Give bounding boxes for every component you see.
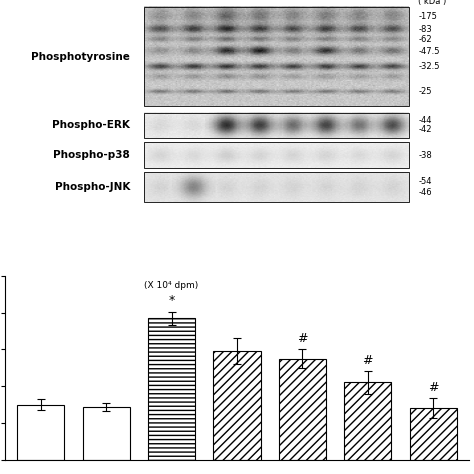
Text: -32.5: -32.5 [418, 62, 440, 71]
Text: ( kDa ): ( kDa ) [418, 0, 447, 6]
Text: #: # [363, 354, 373, 367]
Text: *: * [168, 294, 175, 307]
Bar [410, 408, 457, 460]
Bar [144, 172, 409, 201]
Bar [148, 318, 195, 460]
Text: -38: -38 [418, 151, 432, 160]
Text: -83: -83 [418, 25, 432, 34]
Text: #: # [297, 332, 308, 345]
Text: Phospho-JNK: Phospho-JNK [55, 182, 130, 192]
Text: -25: -25 [418, 87, 432, 96]
Text: Phospho-p38: Phospho-p38 [54, 150, 130, 160]
Bar [144, 7, 409, 106]
Text: (X 10⁴ dpm): (X 10⁴ dpm) [145, 281, 199, 290]
Bar [144, 113, 409, 138]
Text: Phosphotyrosine: Phosphotyrosine [31, 52, 130, 62]
Text: -54: -54 [418, 177, 432, 186]
Text: -62: -62 [418, 35, 432, 44]
Bar [17, 405, 64, 460]
Bar [344, 383, 392, 460]
Text: #: # [428, 381, 438, 393]
Bar [144, 142, 409, 168]
Bar [82, 407, 130, 460]
Text: -46: -46 [418, 188, 432, 197]
Text: -42: -42 [418, 125, 432, 134]
Text: -47.5: -47.5 [418, 47, 440, 56]
Bar [279, 358, 326, 460]
Text: -175: -175 [418, 12, 437, 21]
Bar [213, 351, 261, 460]
Text: Phospho-ERK: Phospho-ERK [52, 120, 130, 130]
Text: -44: -44 [418, 116, 432, 125]
